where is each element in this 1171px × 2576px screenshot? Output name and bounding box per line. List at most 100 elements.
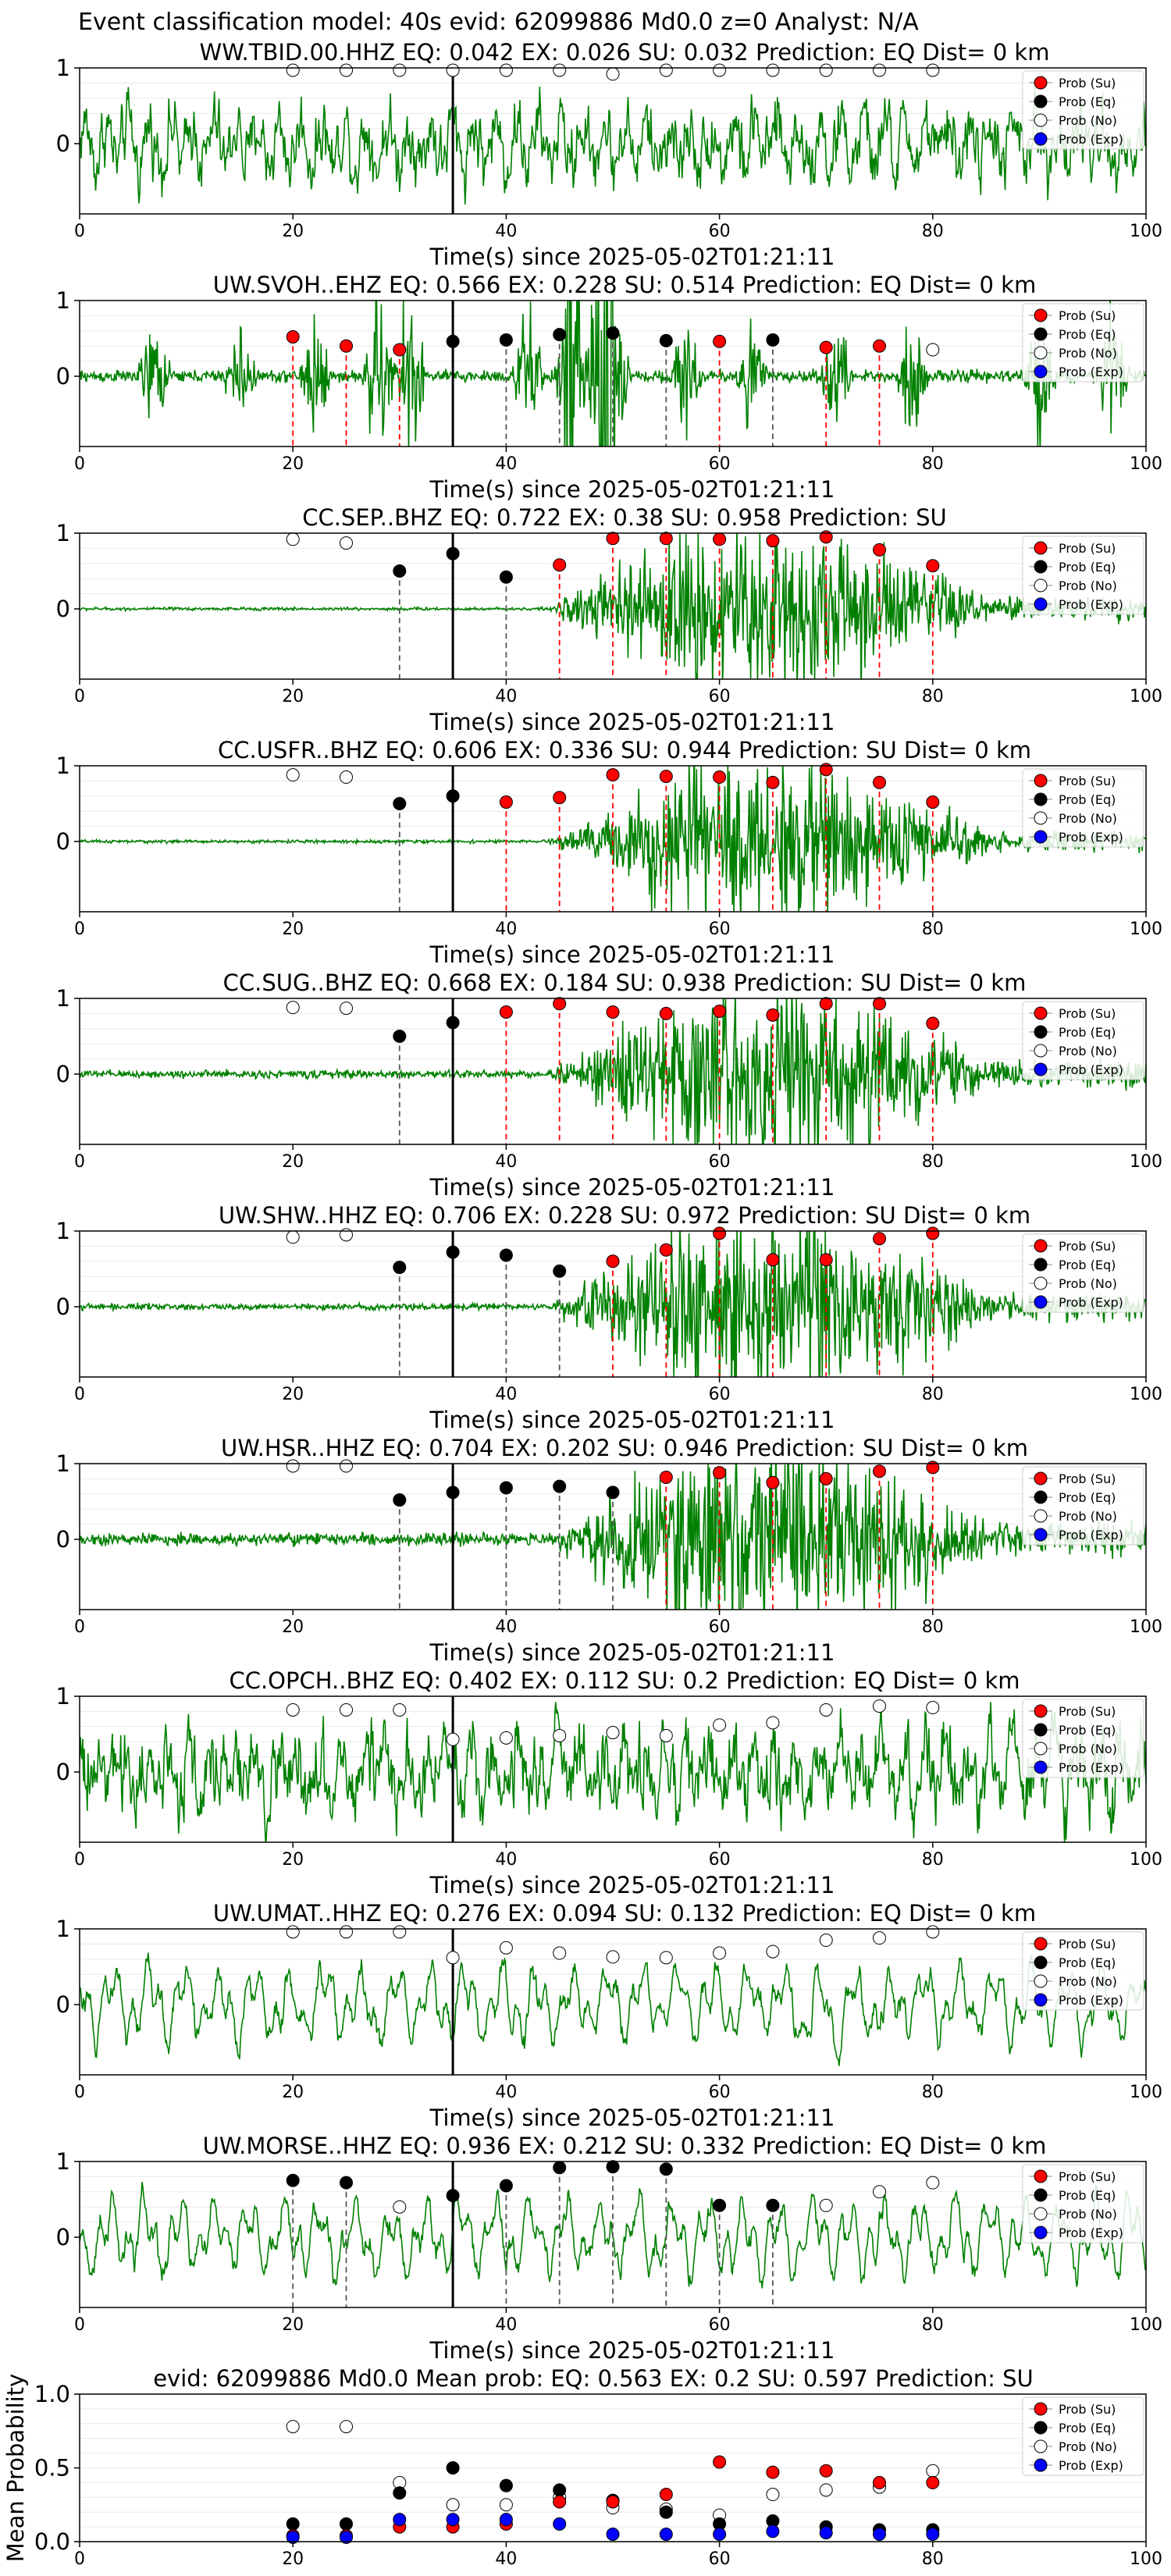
panel-title: WW.TBID.00.HHZ EQ: 0.042 EX: 0.026 SU: 0…: [200, 39, 1050, 66]
prob-marker-eq: [446, 546, 460, 560]
legend-marker-exp: [1034, 1062, 1048, 1076]
legend-marker-exp: [1034, 132, 1048, 146]
prob-marker-su: [553, 558, 567, 572]
x-tick-label: 100: [1130, 1152, 1162, 1172]
prob-marker-su: [819, 763, 833, 777]
prob-marker-eq: [499, 2179, 513, 2193]
prob-marker-no: [766, 1716, 780, 1730]
prob-marker-no: [286, 532, 300, 546]
y-tick-label: 0: [56, 596, 70, 622]
y-tick-label: 1: [56, 1683, 70, 1710]
prob-marker-eq: [553, 1264, 567, 1278]
prob-marker-su: [659, 1006, 673, 1020]
x-tick-label: 40: [495, 2549, 517, 2569]
prob-marker-su: [713, 770, 727, 785]
mean-prob-marker-exp: [606, 2528, 620, 2542]
prob-marker-su: [499, 795, 513, 809]
prob-marker-su: [499, 1005, 513, 1019]
x-tick-label: 80: [922, 222, 944, 241]
y-tick-label: 0: [56, 2224, 70, 2250]
prob-marker-no: [340, 1228, 353, 1242]
legend-marker-su: [1034, 1239, 1048, 1253]
prob-marker-su: [873, 997, 886, 1011]
waveform-trace: [80, 301, 1146, 447]
legend-marker-exp: [1034, 1295, 1048, 1309]
axes-frame: [79, 67, 1147, 215]
waveform-trace: [80, 1464, 1146, 1610]
prob-marker-su: [606, 1254, 620, 1268]
prob-marker-no: [340, 1002, 353, 1016]
legend-box: [1022, 1466, 1144, 1546]
legend-marker-su: [1034, 774, 1048, 788]
y-tick-label: 1.0: [34, 2381, 70, 2407]
prob-marker-no: [926, 63, 940, 77]
prob-marker-su: [766, 1253, 780, 1267]
x-tick-label: 0: [74, 1385, 85, 1404]
x-tick-label: 100: [1130, 1385, 1162, 1404]
legend-label-su: Prob (Su): [1059, 1006, 1116, 1021]
prob-marker-su: [873, 339, 886, 353]
x-tick-label: 60: [709, 2083, 731, 2102]
mean-prob-marker-exp: [340, 2530, 353, 2544]
prob-marker-eq: [446, 334, 460, 348]
axes-frame: [79, 1463, 1147, 1610]
legend-marker-su: [1034, 1937, 1048, 1951]
legend-marker-eq: [1034, 1025, 1048, 1039]
legend-marker-su: [1034, 2402, 1048, 2416]
y-tick-label: 1: [56, 520, 70, 546]
x-tick-label: 80: [922, 2549, 944, 2569]
prob-marker-no: [446, 1732, 460, 1746]
panels-group: WW.TBID.00.HHZ EQ: 0.042 EX: 0.026 SU: 0…: [2, 39, 1162, 2569]
legend-marker-su: [1034, 308, 1048, 322]
x-tick-label: 100: [1130, 920, 1162, 939]
x-tick-label: 0: [74, 222, 85, 241]
x-tick-label: 80: [922, 454, 944, 474]
axes-frame: [79, 2161, 1147, 2308]
legend-label-exp: Prob (Exp): [1059, 132, 1123, 147]
prob-marker-no: [446, 1951, 460, 1965]
legend-label-eq: Prob (Eq): [1059, 792, 1116, 807]
prob-marker-su: [819, 1471, 833, 1485]
figure-title: Event classification model: 40s evid: 62…: [78, 9, 919, 36]
y-axis-label: Mean Probability: [2, 2374, 29, 2563]
legend-marker-exp: [1034, 1760, 1048, 1774]
legend-marker-eq: [1034, 1955, 1048, 1969]
x-tick-label: 60: [709, 2549, 731, 2569]
prob-marker-no: [286, 1459, 300, 1473]
x-tick-label: 80: [922, 1385, 944, 1404]
prob-marker-eq: [393, 1261, 407, 1275]
mean-prob-marker-no: [766, 2488, 780, 2502]
prob-marker-su: [553, 791, 567, 805]
prob-marker-su: [926, 559, 940, 573]
x-tick-label: 100: [1130, 2315, 1162, 2335]
mean-prob-marker-no: [286, 2420, 300, 2434]
prob-marker-no: [873, 2185, 886, 2199]
prob-marker-no: [819, 63, 833, 77]
x-tick-label: 20: [282, 222, 304, 241]
legend-label-su: Prob (Su): [1059, 1937, 1116, 1952]
legend-label-no: Prob (No): [1059, 1044, 1117, 1059]
x-tick-label: 20: [282, 2549, 304, 2569]
x-tick-label: 100: [1130, 2549, 1162, 2569]
mean-prob-marker-exp: [926, 2528, 940, 2542]
legend-marker-exp: [1034, 1528, 1048, 1542]
prob-marker-no: [553, 63, 567, 77]
prob-marker-no: [446, 63, 460, 77]
prob-marker-eq: [499, 570, 513, 584]
y-tick-label: 1: [56, 1916, 70, 1942]
prob-marker-no: [926, 2176, 940, 2190]
x-tick-label: 60: [709, 1850, 731, 1870]
x-tick-label: 60: [709, 222, 731, 241]
legend-marker-no: [1034, 578, 1048, 592]
panel-title: UW.HSR..HHZ EQ: 0.704 EX: 0.202 SU: 0.94…: [221, 1435, 1028, 1461]
prob-marker-su: [713, 334, 727, 348]
legend-label-exp: Prob (Exp): [1059, 1760, 1123, 1775]
prob-marker-su: [926, 795, 940, 809]
x-tick-label: 80: [922, 687, 944, 706]
legend-label-no: Prob (No): [1059, 1509, 1117, 1524]
x-tick-label: 40: [495, 1850, 517, 1870]
mean-prob-marker-eq: [553, 2483, 567, 2497]
legend-marker-eq: [1034, 1723, 1048, 1737]
x-tick-label: 40: [495, 2315, 517, 2335]
